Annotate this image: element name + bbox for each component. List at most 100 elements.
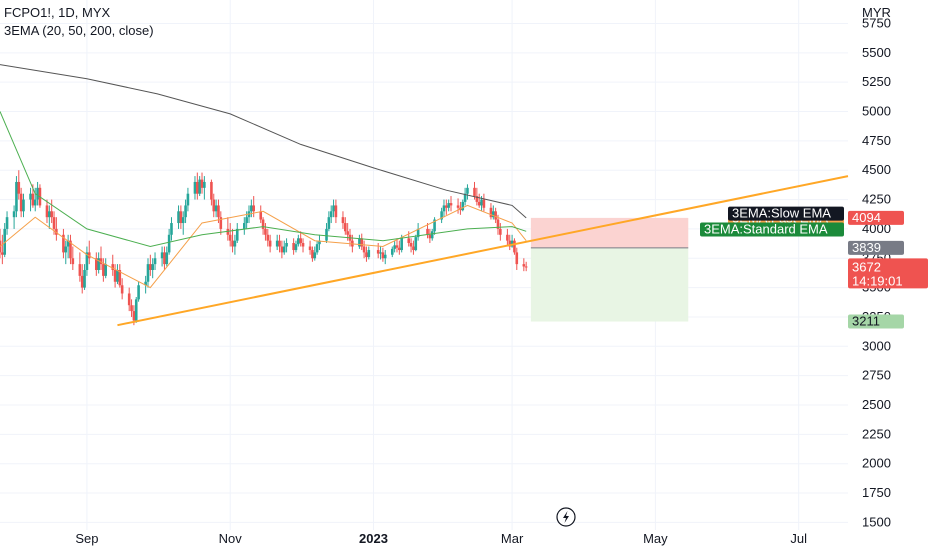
candle-body	[463, 193, 467, 202]
y-tick-label: 5000	[862, 104, 891, 119]
symbol-title[interactable]: FCPO1!, 1D, MYX	[4, 5, 111, 20]
candle-body	[130, 305, 133, 312]
candle-body	[132, 311, 136, 321]
candle-body	[327, 217, 331, 229]
candle-body	[153, 258, 157, 265]
x-tick-label: Sep	[75, 531, 98, 546]
candle-body	[346, 231, 349, 235]
candle-body	[473, 187, 476, 197]
candle-body	[45, 205, 49, 218]
candle-body	[113, 270, 117, 282]
candle-body	[275, 240, 279, 247]
candle-body	[50, 211, 53, 218]
candle-body	[17, 181, 21, 194]
candle-body	[264, 228, 267, 235]
candle-body	[144, 281, 147, 286]
currency-label: MYR	[862, 5, 891, 20]
candle-body	[360, 238, 364, 247]
candle-body	[167, 234, 171, 253]
candle-body	[390, 248, 394, 255]
stop-loss-zone[interactable]	[530, 217, 689, 248]
candle-body	[193, 181, 197, 194]
ema-line-0	[0, 64, 527, 219]
candle-body	[64, 246, 68, 253]
candle-body	[233, 240, 237, 247]
candle-body	[440, 211, 443, 220]
candle-body	[456, 205, 460, 208]
candle-body	[231, 240, 234, 247]
candle-body	[163, 252, 166, 265]
flash-icon-group[interactable]	[556, 507, 576, 527]
candle-body	[196, 181, 199, 194]
candle-body	[334, 205, 338, 218]
candle-body	[48, 211, 51, 218]
candle-body	[466, 187, 469, 194]
candle-body	[134, 299, 138, 321]
ema-line-2	[0, 111, 527, 248]
candle-body	[477, 201, 481, 206]
candle-body	[104, 264, 108, 276]
candle-body	[297, 238, 300, 245]
candle-body	[219, 217, 223, 229]
candle-body	[313, 252, 317, 259]
candle-body	[506, 234, 509, 241]
candle-body	[266, 234, 270, 241]
candle-body	[71, 258, 75, 265]
take-profit-zone[interactable]	[530, 247, 689, 322]
candle-body	[489, 207, 493, 218]
y-tick-label: 2750	[862, 368, 891, 383]
candle-body	[282, 246, 286, 253]
candle-body	[409, 243, 413, 247]
stop-price-tag-text: 4094	[852, 210, 881, 225]
candle-body	[111, 264, 115, 270]
candle-body	[1, 252, 4, 255]
candle-body	[200, 179, 204, 188]
candle-body	[146, 264, 150, 282]
indicator-title[interactable]: 3EMA (20, 50, 200, close)	[4, 23, 154, 38]
candle-body	[137, 285, 140, 300]
candle-body	[228, 234, 232, 241]
candle-body	[412, 246, 415, 251]
candle-body	[433, 219, 436, 232]
candle-body	[120, 285, 124, 294]
candle-body	[522, 264, 526, 267]
slow-ema-label	[728, 206, 844, 221]
candle-body	[491, 211, 495, 218]
candle-body	[513, 240, 516, 253]
candle-body	[280, 246, 284, 253]
ema-line-1	[0, 204, 527, 289]
y-tick-label: 1750	[862, 485, 891, 500]
time-axis[interactable]: Sep Nov 2023 Mar May Jul	[75, 531, 807, 546]
candle-body	[99, 258, 103, 265]
candle-body	[381, 252, 385, 259]
candle-body	[22, 199, 25, 212]
candle-body	[184, 205, 187, 218]
y-tick-label: 4750	[862, 133, 891, 148]
candle-body	[510, 240, 514, 247]
candle-body	[252, 205, 255, 212]
trendline-group[interactable]	[117, 175, 849, 327]
candle-body	[177, 211, 180, 224]
short-position-tool[interactable]	[530, 217, 689, 322]
candle-body	[203, 181, 206, 188]
candle-body	[447, 203, 450, 208]
candle-body	[95, 258, 98, 270]
candle-body	[395, 245, 399, 248]
candle-body	[332, 205, 335, 212]
candle-body	[198, 179, 201, 194]
candle-body	[259, 211, 263, 220]
candle-body	[102, 264, 105, 276]
candle-body	[5, 217, 9, 229]
support-trendline[interactable]	[117, 175, 849, 327]
candle-body	[499, 228, 502, 235]
candle-body	[341, 217, 345, 224]
candle-body	[29, 193, 32, 200]
candle-body	[285, 243, 288, 247]
candle-body	[393, 245, 396, 249]
y-tick-label: 1500	[862, 514, 891, 529]
candle-body	[362, 246, 366, 253]
candle-body	[344, 223, 347, 232]
candle-body	[482, 199, 486, 208]
candle-body	[398, 247, 401, 251]
